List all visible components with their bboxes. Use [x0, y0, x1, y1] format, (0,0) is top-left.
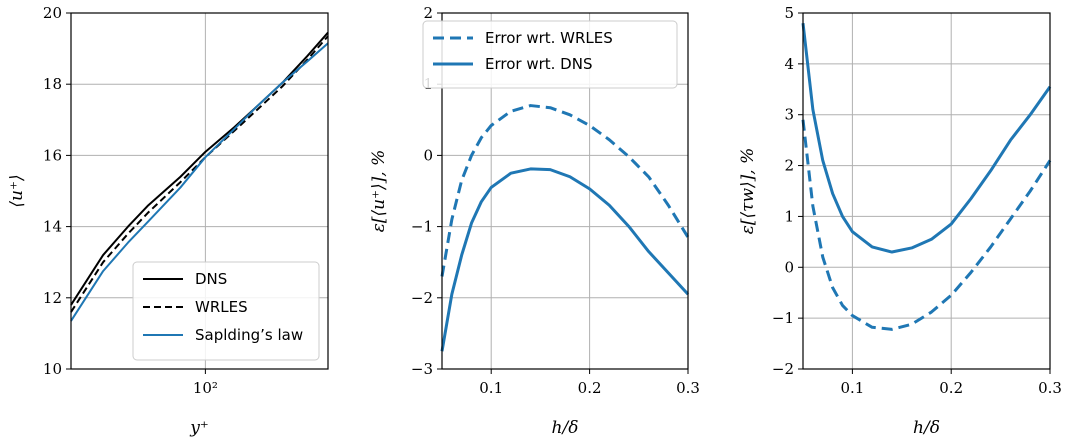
y-tick-label: 14 — [43, 218, 62, 236]
series-line-saplding-s-law — [70, 42, 329, 322]
x-axis-label: y⁺ — [189, 418, 209, 438]
y-tick-label: 1 — [784, 207, 794, 225]
y-tick-label: −2 — [772, 360, 794, 378]
y-tick-label: −2 — [411, 289, 433, 307]
y-tick-label: 10 — [43, 360, 62, 378]
y-tick-label: 20 — [43, 4, 62, 22]
legend-label: Error wrt. DNS — [485, 55, 592, 73]
y-tick-label: 2 — [423, 4, 433, 22]
panel-wall-stress-error: 0.1 0.2 0.3 −2 −1 0 1 2 3 4 5 h/δ ε[⟨τw⟩], % — [738, 4, 1062, 438]
legend: Error wrt. WRLES Error wrt. DNS — [422, 20, 678, 89]
y-tick-label: 0 — [784, 258, 794, 276]
y-axis-label: ⟨u⁺⟩ — [7, 174, 27, 207]
legend-box — [422, 20, 678, 89]
x-tick-label: 10² — [193, 379, 218, 397]
legend-label: Sapldingʼs law — [195, 326, 303, 344]
series-line-error-wrt-wrles — [440, 104, 690, 277]
y-tick-label: 16 — [43, 146, 62, 164]
series-line-wrles — [70, 35, 329, 313]
y-axis-label: ε[⟨τw⟩], % — [738, 148, 758, 235]
axes-frame — [441, 12, 689, 370]
y-tick-label: 3 — [784, 106, 794, 124]
x-tick-label: 0.1 — [840, 379, 864, 397]
y-tick-label: −1 — [772, 309, 794, 327]
panel-mean-velocity-profile: 10² 10 12 14 16 18 20 y⁺ ⟨u⁺⟩ DNS WRLES Sapldingʼs … — [7, 4, 329, 438]
axes-frame — [802, 12, 1051, 370]
x-tick-label: 0.1 — [479, 379, 503, 397]
y-tick-label: 5 — [784, 4, 794, 22]
y-tick-label: −3 — [411, 360, 433, 378]
x-tick-label: 0.2 — [578, 379, 602, 397]
series-line-dns — [70, 31, 329, 306]
panel-velocity-error: 0.10.20.3−3−2−1012h/δε[⟨u⁺⟩], %Error wrt… — [369, 4, 700, 438]
y-tick-label: 18 — [43, 75, 62, 93]
y-tick-label: 12 — [43, 289, 62, 307]
series-line-error-wrt-dns — [440, 167, 690, 352]
x-tick-label: 0.3 — [676, 379, 700, 397]
y-tick-label: −1 — [411, 218, 433, 236]
y-axis-label: ε[⟨u⁺⟩], % — [369, 150, 389, 233]
legend-label: Error wrt. WRLES — [485, 29, 613, 47]
x-tick-label: 0.2 — [939, 379, 963, 397]
legend: DNS WRLES Sapldingʼs law — [132, 261, 320, 361]
y-tick-label: 0 — [423, 146, 433, 164]
x-axis-label: h/δ — [913, 418, 940, 438]
y-tick-label: 2 — [784, 157, 794, 175]
legend-label: DNS — [195, 270, 227, 288]
y-tick-label: 4 — [784, 55, 794, 73]
x-axis-label: h/δ — [552, 418, 579, 438]
series-line-dashed — [801, 119, 1052, 331]
x-tick-label: 0.3 — [1038, 379, 1062, 397]
legend-label: WRLES — [195, 298, 248, 316]
axes-frame — [70, 12, 329, 370]
series-line-solid — [801, 22, 1052, 254]
